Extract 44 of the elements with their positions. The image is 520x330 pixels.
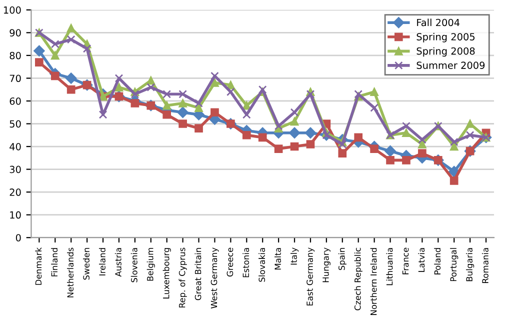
- x-tick-label: Sweden: [83, 248, 90, 280]
- y-tick-label: 40: [10, 143, 21, 150]
- x-tick-label: Bulgaria: [466, 248, 474, 282]
- x-tick-label: Malta: [274, 248, 281, 270]
- x-tick-label: Slovakia: [258, 248, 266, 282]
- legend-label: Spring 2005: [416, 32, 475, 42]
- legend-label: Summer 2009: [416, 62, 485, 69]
- x-tick-label: Slovenia: [130, 248, 138, 282]
- x-tick-label: Romania: [482, 248, 488, 283]
- x-tick-label: Netherlands: [67, 248, 74, 298]
- y-tick-label: 30: [10, 166, 21, 174]
- x-tick-label: Poland: [434, 248, 441, 274]
- x-tick-label: Estonia: [242, 248, 250, 278]
- x-tick-label: Portugal: [450, 248, 458, 282]
- y-tick-label: 10: [10, 211, 21, 219]
- x-tick-label: Greece: [226, 248, 234, 277]
- x-tick-label: East Germany: [306, 248, 315, 306]
- x-tick-label: Finland: [51, 248, 58, 276]
- y-tick-label: 60: [10, 97, 21, 105]
- y-tick-label: 20: [10, 188, 21, 196]
- x-tick-label: Great Britain: [194, 248, 202, 300]
- x-tick-label: Denmark: [35, 247, 42, 285]
- y-tick-label: 70: [10, 74, 21, 82]
- x-tick-label: Northern Ireland: [370, 248, 377, 315]
- x-tick-label: Italy: [290, 248, 299, 265]
- x-tick-label: Latvia: [418, 248, 425, 272]
- x-tick-label: Czech Republic: [354, 248, 362, 310]
- legend-label: Fall 2004: [417, 18, 460, 26]
- x-tick-label: Ireland: [98, 248, 106, 276]
- legend-label: Spring 2008: [416, 47, 475, 57]
- y-tick-label: 90: [10, 29, 21, 36]
- x-tick-label: Rep. of Cyprus: [178, 248, 187, 308]
- y-tick-label: 0: [16, 234, 21, 242]
- y-tick-label: 50: [10, 120, 21, 128]
- y-tick-label: 80: [10, 52, 21, 60]
- x-tick-label: Belgium: [146, 248, 155, 281]
- x-tick-label: Spain: [338, 248, 346, 270]
- x-tick-label: Austria: [114, 248, 122, 277]
- x-tick-label: Hungary: [322, 248, 330, 282]
- x-tick-label: Lithuania: [386, 248, 393, 286]
- x-tick-label: Luxembourg: [162, 248, 171, 298]
- x-tick-label: France: [402, 248, 409, 274]
- y-tick-label: 100: [4, 6, 21, 14]
- x-tick-label: West Germany: [210, 248, 219, 308]
